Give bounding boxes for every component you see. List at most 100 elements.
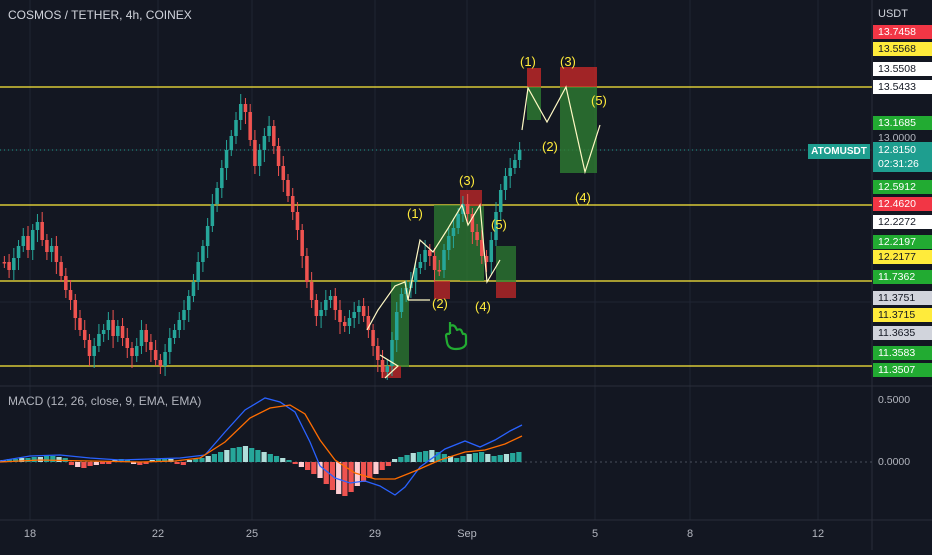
candle-body	[2, 262, 7, 264]
macd-title[interactable]: MACD (12, 26, close, 9, EMA, EMA)	[8, 394, 202, 408]
candle-body	[314, 300, 319, 316]
symbol-title[interactable]: COSMOS / TETHER, 4h, COINEX	[8, 8, 192, 22]
candle-body	[229, 136, 234, 150]
macd-bar	[292, 462, 298, 464]
candle-body	[328, 296, 333, 300]
macd-bar	[211, 454, 217, 462]
macd-bar	[429, 450, 435, 462]
candle-body	[182, 310, 186, 320]
macd-bar	[336, 462, 342, 494]
macd-bar	[485, 454, 491, 462]
bar-countdown: 02:31:26	[878, 158, 919, 170]
elliott-wave-main	[521, 85, 601, 175]
candle-body	[257, 150, 262, 166]
candle-body	[480, 240, 484, 256]
macd-bar	[472, 453, 478, 462]
candle-body	[205, 226, 210, 246]
current-price-value: 12.8150	[878, 144, 916, 156]
wave-label: (3)	[560, 54, 576, 69]
candle-body	[234, 120, 238, 136]
zone-box-red[interactable]	[560, 67, 597, 87]
candle-body	[40, 222, 44, 240]
macd-bar	[510, 453, 516, 462]
macd-bar	[68, 462, 75, 465]
candle-body	[125, 338, 130, 348]
wave-label: (5)	[591, 93, 607, 108]
wave-labels: (1) (3) (5) (2) (4) (1) (3) (5) (2) (4)	[407, 54, 607, 314]
candle-body	[116, 326, 120, 336]
candle-body	[82, 330, 87, 340]
candle-body	[59, 262, 63, 276]
macd-bar	[348, 462, 354, 492]
price-label: 13.7458	[873, 25, 932, 39]
candle-body	[224, 150, 229, 168]
macd-bar	[323, 462, 329, 484]
zone-box-red[interactable]	[434, 281, 450, 299]
macd-bar	[410, 453, 416, 462]
symbol-price-tag: ATOMUSDT	[808, 144, 870, 159]
candle-body	[475, 232, 479, 240]
wave-label: (1)	[520, 54, 536, 69]
candle-body	[177, 320, 182, 330]
wave-label: (3)	[459, 173, 475, 188]
candle-body	[144, 330, 148, 342]
zone-box-green[interactable]	[496, 246, 516, 282]
candle-body	[7, 262, 11, 270]
candle-body	[158, 360, 163, 366]
candle-body	[220, 168, 224, 188]
candle-body	[418, 262, 423, 268]
macd-bar	[186, 460, 193, 462]
candle-body	[333, 296, 338, 310]
price-label: 12.5912	[873, 180, 932, 194]
macd-bar	[435, 452, 441, 462]
candle-body	[168, 338, 172, 352]
candle-body	[456, 214, 460, 228]
candle-body	[489, 240, 494, 262]
currency-label[interactable]: USDT	[878, 8, 908, 20]
candle-body	[130, 348, 134, 356]
candle-body	[347, 318, 352, 326]
candle-body	[111, 320, 115, 336]
macd-bar	[143, 462, 149, 464]
zone-box-green[interactable]	[560, 87, 597, 173]
zone-box-green[interactable]	[391, 282, 409, 367]
candle-body	[394, 312, 399, 340]
time-tick: Sep	[457, 528, 477, 540]
macd-bar	[404, 455, 410, 462]
candle-body	[300, 230, 304, 256]
macd-bar	[280, 458, 286, 462]
candle-body	[101, 330, 106, 334]
price-label: 12.2197	[873, 235, 932, 249]
candle-body	[517, 150, 522, 160]
candle-body	[451, 228, 456, 236]
candle-body	[201, 246, 205, 262]
macd-bar	[503, 454, 510, 462]
macd-bar	[373, 462, 379, 474]
candle-body	[267, 126, 271, 136]
macd-bar	[106, 462, 112, 464]
zone-box-green[interactable]	[527, 87, 541, 120]
candle-body	[357, 306, 361, 312]
candle-body	[281, 166, 286, 180]
macd-bar	[31, 457, 37, 462]
candle-body	[64, 276, 68, 290]
zone-box-red[interactable]	[460, 190, 482, 206]
candle-body	[305, 256, 309, 282]
macd-tick: 0.5000	[878, 394, 911, 406]
candle-body	[12, 258, 16, 270]
candle-body	[295, 212, 300, 230]
candle-body	[238, 104, 243, 120]
elliott-wave-small	[366, 203, 501, 331]
zone-box-red[interactable]	[496, 282, 516, 298]
zone-box-red[interactable]	[527, 68, 541, 87]
macd-bar	[392, 459, 398, 462]
macd-bar	[205, 456, 211, 462]
wave-label: (5)	[491, 217, 507, 232]
wave-zones[interactable]	[381, 67, 597, 378]
time-tick: 12	[811, 528, 825, 540]
macd-tick: 0.0000	[878, 456, 911, 468]
macd-bar	[311, 462, 317, 474]
macd-bar	[12, 459, 19, 462]
